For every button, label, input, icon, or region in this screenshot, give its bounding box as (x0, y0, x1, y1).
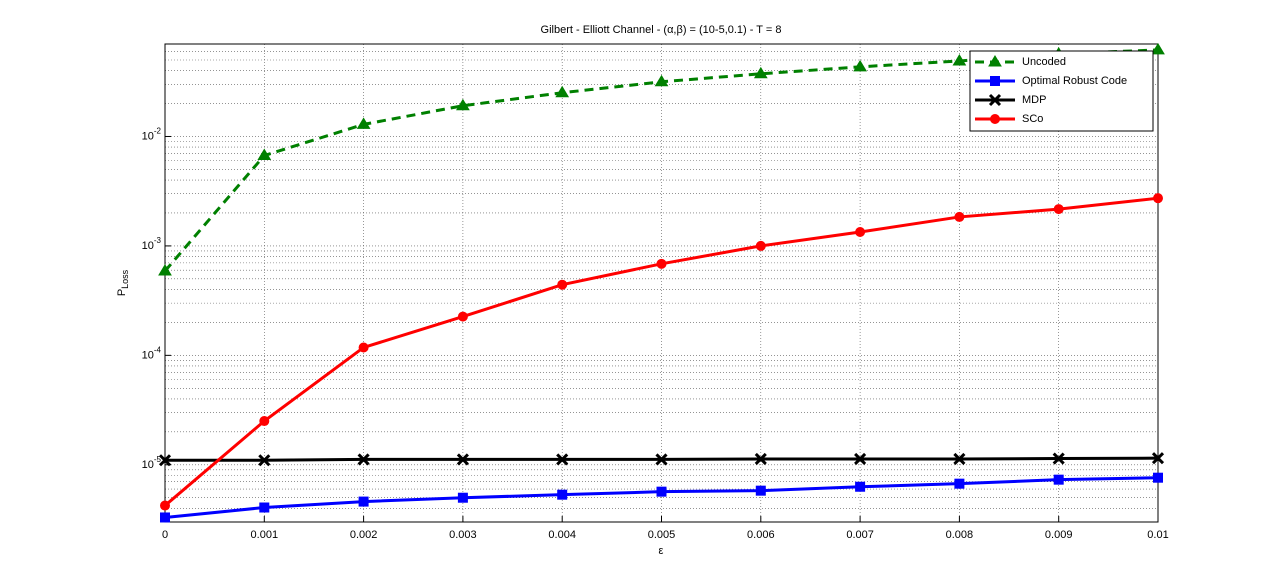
marker (557, 279, 568, 290)
x-tick-label: 0.003 (449, 529, 477, 541)
marker (160, 512, 170, 523)
marker (954, 211, 965, 222)
y-tick-label: 10-5 (142, 455, 162, 471)
marker (753, 66, 768, 79)
marker (954, 478, 965, 489)
marker (1151, 452, 1165, 465)
x-tick-label: 0.001 (251, 529, 279, 541)
marker (357, 453, 370, 466)
marker (556, 453, 569, 466)
marker (257, 148, 272, 161)
legend: Uncoded Optimal Robust Code MDP SCo (969, 50, 1154, 132)
marker (854, 452, 867, 466)
x-tick-label: 0.007 (846, 529, 874, 541)
marker (656, 258, 667, 269)
marker (456, 453, 469, 466)
x-tick-label: 0.005 (648, 529, 676, 541)
marker (557, 489, 568, 500)
marker (158, 454, 172, 467)
marker (755, 240, 766, 251)
marker (1053, 474, 1064, 485)
marker (656, 486, 667, 497)
y-tick-label: 10-3 (142, 236, 162, 252)
marker (1053, 204, 1064, 215)
marker (1052, 452, 1065, 465)
marker (1153, 472, 1163, 483)
marker (1153, 193, 1163, 204)
marker (855, 481, 866, 492)
marker (259, 502, 270, 513)
legend-marker (988, 93, 1002, 107)
x-tick-label: 0.002 (350, 529, 378, 541)
x-tick-label: 0.01 (1147, 529, 1168, 541)
marker (160, 500, 170, 511)
x-tick-label: 0.009 (1045, 529, 1073, 541)
marker (655, 453, 668, 466)
marker (754, 452, 767, 466)
y-tick-label: 10-2 (142, 127, 162, 143)
legend-label: MDP (1022, 94, 1046, 106)
marker (158, 264, 172, 276)
x-axis-label: ε (659, 545, 664, 557)
x-tick-label: 0.008 (946, 529, 974, 541)
marker (258, 454, 271, 467)
legend-marker (988, 55, 1002, 67)
marker (855, 227, 866, 238)
axes-box (164, 43, 1159, 523)
legend-marker (990, 114, 1000, 124)
marker (259, 416, 270, 427)
marker (457, 311, 468, 322)
marker (755, 485, 766, 496)
marker (356, 117, 371, 129)
marker (953, 452, 966, 466)
marker (853, 59, 867, 72)
x-tick-label: 0 (162, 529, 168, 541)
chart-title: Gilbert - Elliott Channel - (α,β) = (10-… (541, 24, 782, 36)
marker (555, 85, 570, 98)
marker (358, 342, 369, 353)
marker (457, 492, 468, 503)
marker (456, 98, 470, 111)
legend-label: Optimal Robust Code (1022, 75, 1127, 87)
marker (654, 74, 669, 87)
marker (358, 496, 369, 507)
marker (952, 53, 967, 66)
x-tick-label: 0.006 (747, 529, 775, 541)
y-axis-label: PLoss (116, 269, 130, 296)
marker (1151, 42, 1165, 55)
y-tick-label: 10-4 (142, 345, 162, 361)
legend-label: SCo (1022, 113, 1043, 125)
legend-label: Uncoded (1022, 56, 1066, 68)
x-tick-label: 0.004 (548, 529, 576, 541)
legend-marker (990, 76, 1000, 86)
